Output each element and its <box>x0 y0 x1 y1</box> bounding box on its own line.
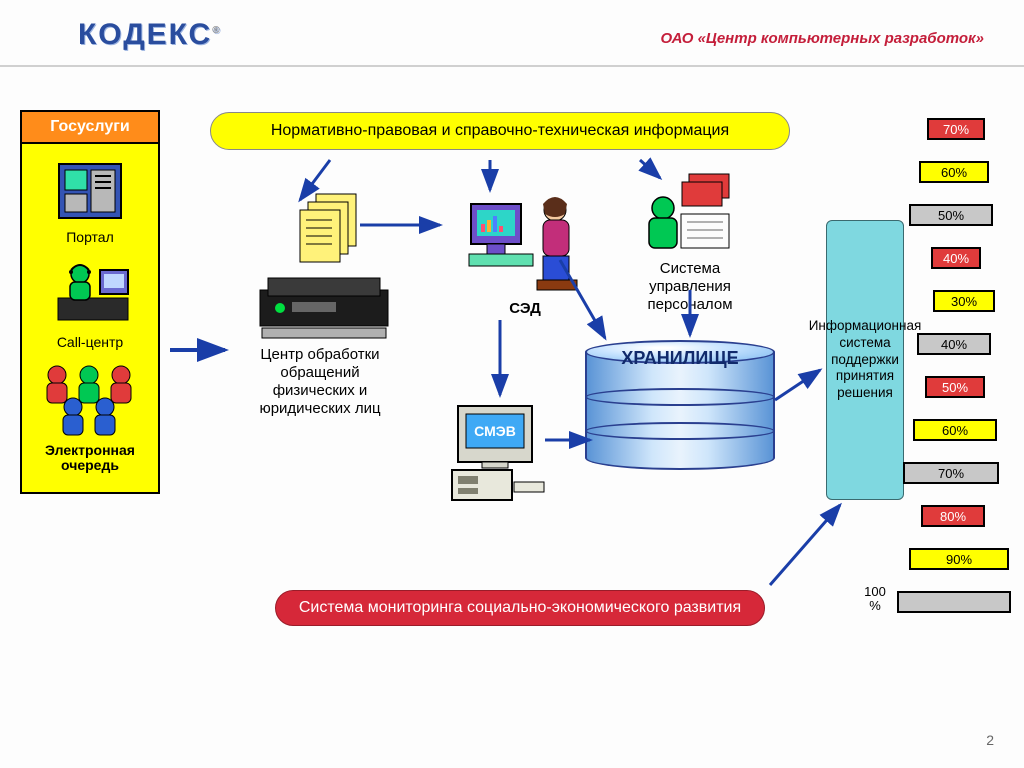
personnel-label: Система управления персоналом <box>620 260 760 314</box>
bar: 50% <box>909 204 993 226</box>
org-name: ОАО «Центр компьютерных разработок» <box>661 30 984 47</box>
bar: 70% <box>903 462 999 484</box>
logo: КОДЕКС® <box>78 18 222 52</box>
bar-row: 70% <box>905 112 1024 146</box>
smev-screen-label: СМЭВ <box>474 423 516 439</box>
bar: 60% <box>913 419 997 441</box>
bar-row: 50% <box>905 370 1024 404</box>
logo-text: КОДЕКС <box>78 18 212 51</box>
right-teal-panel: Информационная система поддержки приняти… <box>826 220 904 500</box>
bar: 40% <box>931 247 981 269</box>
sed-label: СЭД <box>460 300 590 318</box>
center-stage: Центр обработки обращений физических и ю… <box>180 160 820 620</box>
bar-row: 60% <box>905 413 1024 447</box>
storage-node: ХРАНИЛИЩЕ <box>585 340 775 480</box>
top-pill: Нормативно-правовая и справочно-техничес… <box>210 112 790 150</box>
equeue-label: Электронная очередь <box>28 443 152 474</box>
personnel-node: Система управления персоналом <box>620 170 760 314</box>
call-center-label: Call-центр <box>57 335 123 350</box>
bar-row: 80% <box>905 499 1024 533</box>
bar: 30% <box>933 290 995 312</box>
left-column-title: Госуслуги <box>22 112 158 144</box>
bar: 90% <box>909 548 1009 570</box>
bar-row: 50% <box>905 198 1024 232</box>
sed-node: СЭД <box>460 190 590 318</box>
portal-label: Портал <box>66 230 114 245</box>
bar-row: 40% <box>905 327 1024 361</box>
storage-label: ХРАНИЛИЩЕ <box>585 348 775 369</box>
bar: 50% <box>925 376 985 398</box>
bottom-pill: Система мониторинга социально-экономичес… <box>275 590 765 626</box>
processing-node: Центр обработки обращений физических и ю… <box>240 190 400 418</box>
bar-row: 60% <box>905 155 1024 189</box>
bar: 40% <box>917 333 991 355</box>
header: КОДЕКС® ОАО «Центр компьютерных разработ… <box>0 0 1024 60</box>
page-number: 2 <box>986 732 994 748</box>
bar: 80% <box>921 505 985 527</box>
bar: 70% <box>927 118 985 140</box>
left-column-body: Портал Call-центр Электр <box>22 144 158 492</box>
bar-row: 100 % <box>905 585 1024 619</box>
header-rule <box>0 65 1024 67</box>
equeue-icon <box>35 355 145 439</box>
bar-row: 90% <box>905 542 1024 576</box>
smev-node: СМЭВ <box>435 400 555 510</box>
processing-label: Центр обработки обращений физических и ю… <box>240 346 400 418</box>
bar-row: 70% <box>905 456 1024 490</box>
call-center-icon <box>50 249 130 331</box>
bar: 60% <box>919 161 989 183</box>
bar <box>897 591 1011 613</box>
bar-stack: 70%60%50%40%30%40%50%60%70%80%90%100 % <box>905 112 1020 632</box>
bar-label-external: 100 % <box>857 585 893 614</box>
left-column: Госуслуги Портал <box>20 110 160 494</box>
bar-row: 40% <box>905 241 1024 275</box>
bar-row: 30% <box>905 284 1024 318</box>
portal-icon <box>50 156 130 226</box>
